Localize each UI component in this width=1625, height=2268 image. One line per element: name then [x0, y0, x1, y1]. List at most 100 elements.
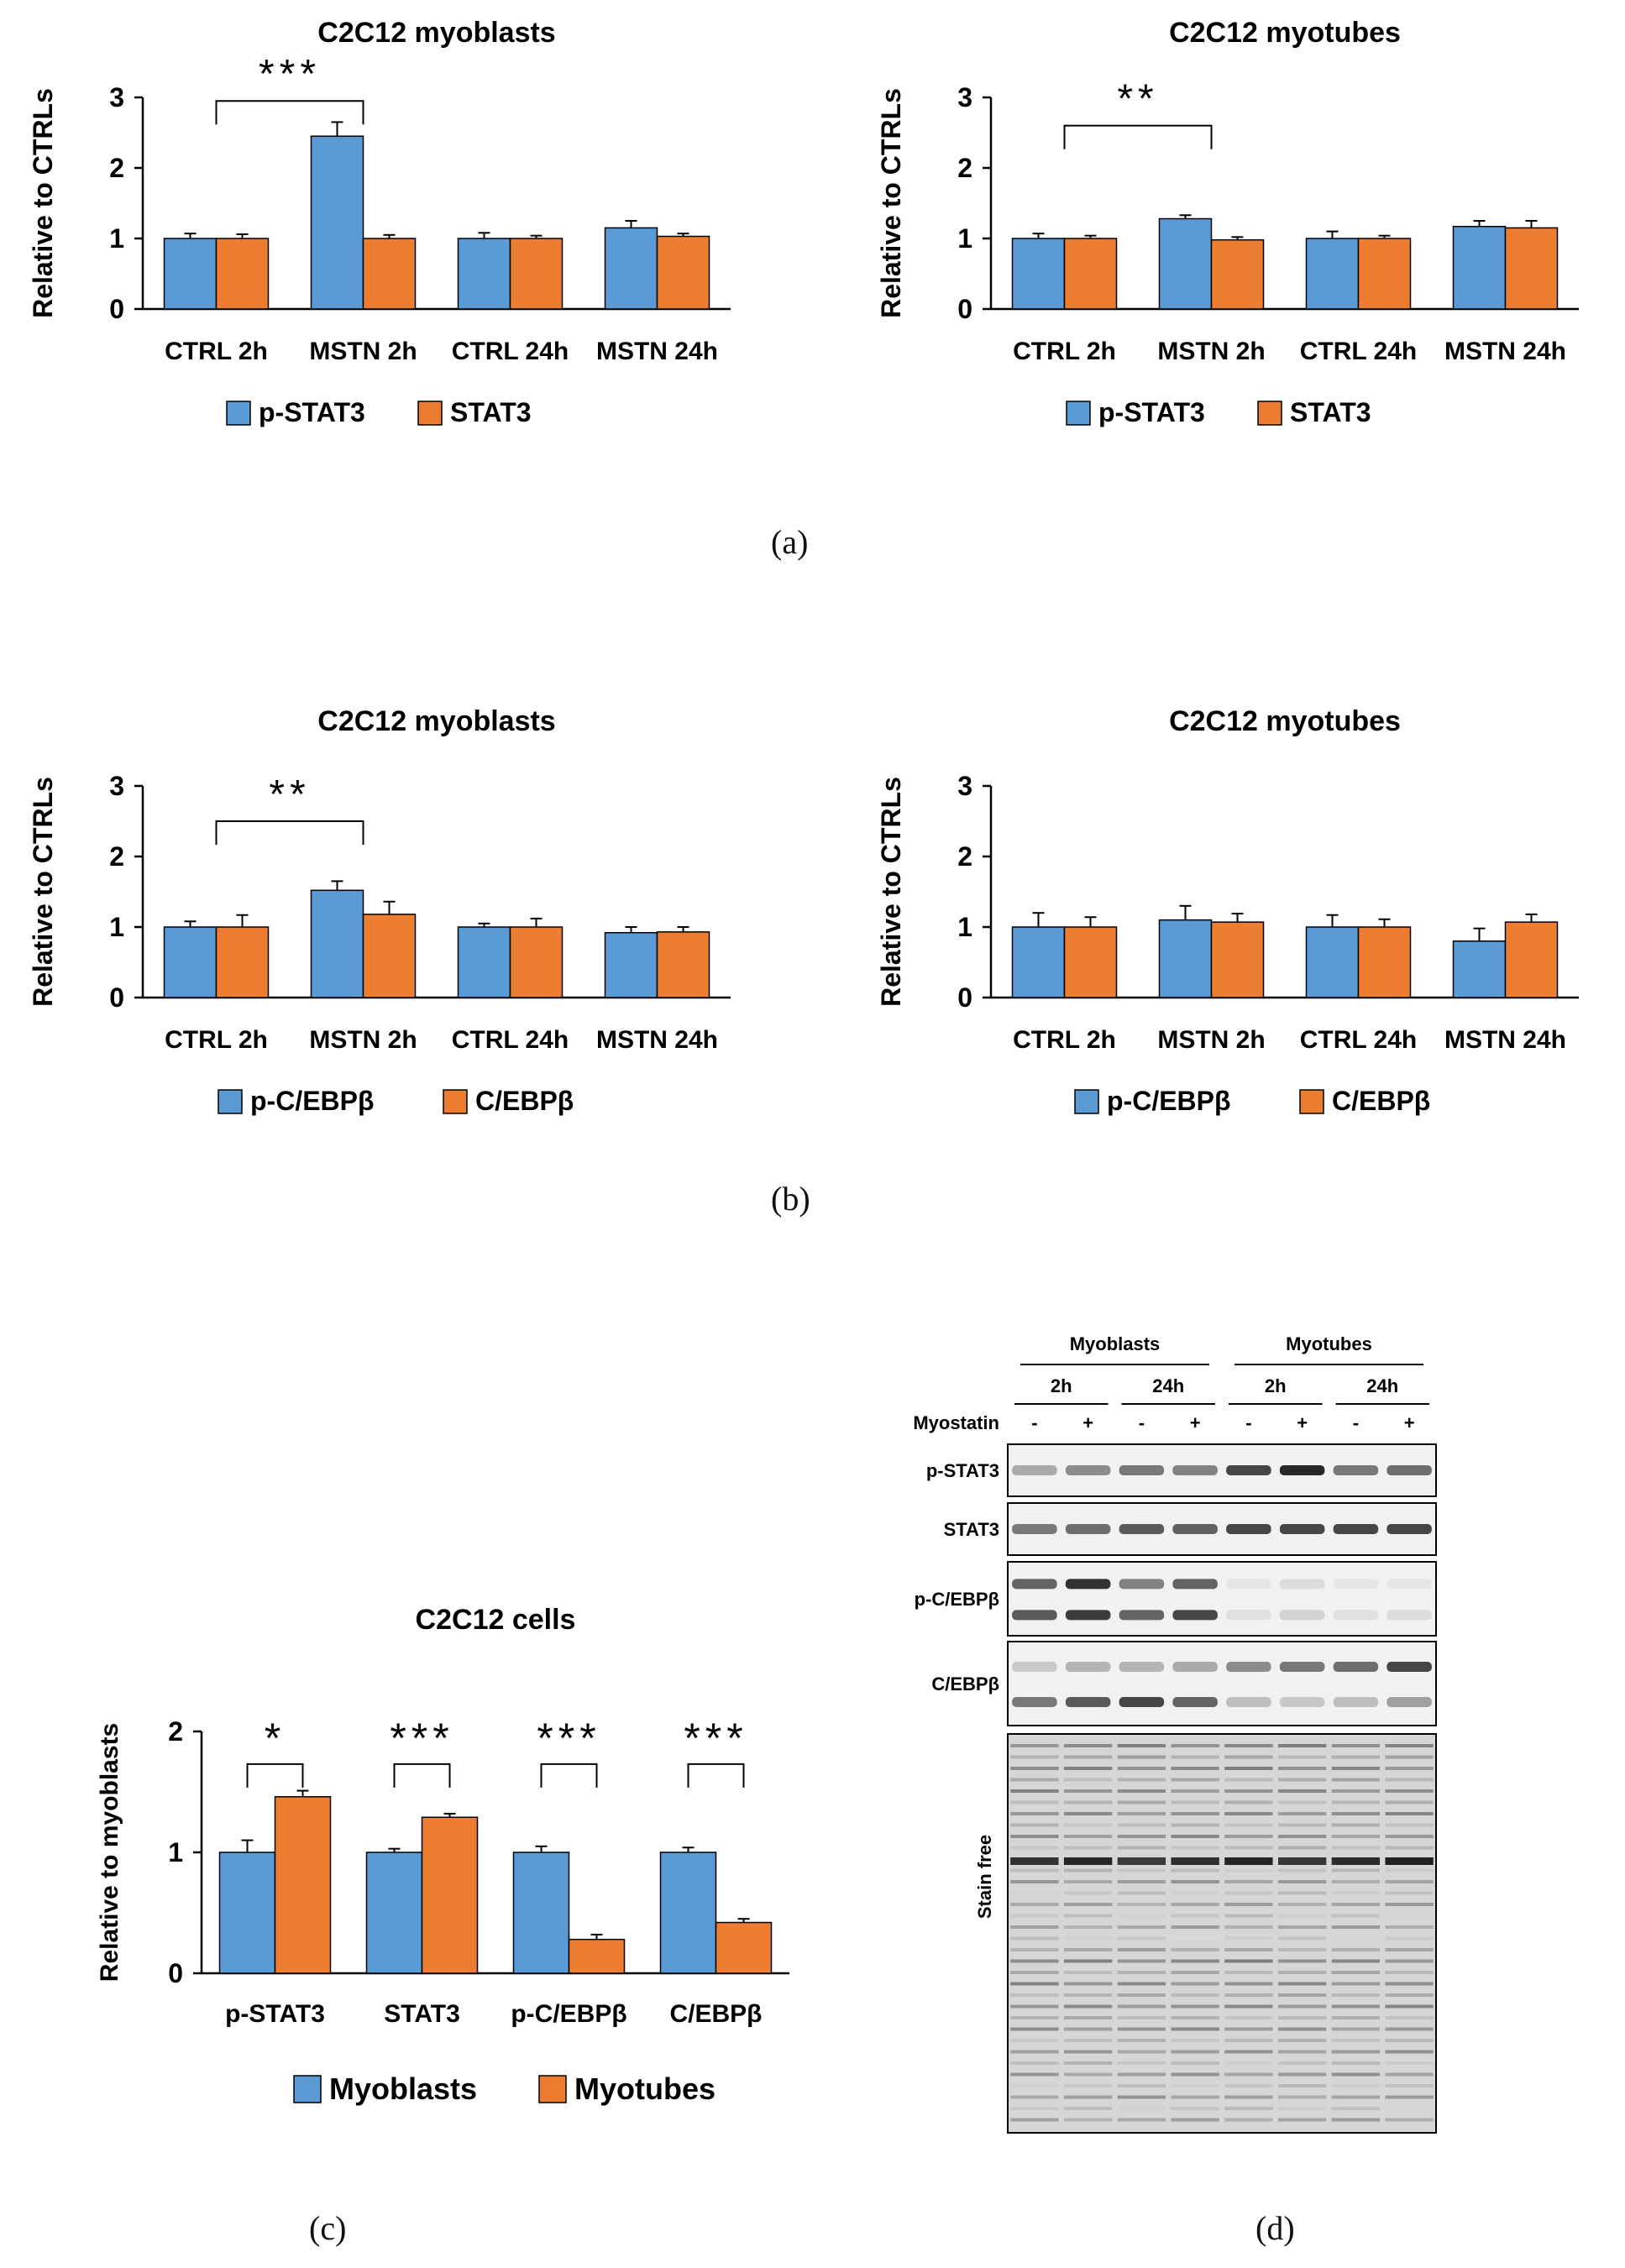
- stain-free-band: [1010, 2107, 1059, 2110]
- stain-free-band: [1117, 1857, 1166, 1865]
- blot-band: [1172, 1579, 1218, 1590]
- stain-free-band: [1331, 2050, 1381, 2054]
- x-tick-label: MSTN 2h: [1157, 1026, 1265, 1054]
- significance-bracket: [215, 100, 364, 125]
- stain-free-band: [1277, 1891, 1327, 1895]
- blot-band: [1065, 1465, 1111, 1475]
- stain-free-band: [1331, 1982, 1381, 1986]
- stain-free-band: [1224, 2027, 1273, 2031]
- blot-lane-sign: +: [1297, 1412, 1308, 1433]
- bar: [1011, 926, 1066, 998]
- chart-title: C2C12 cells: [416, 1604, 576, 1636]
- blot-band: [1279, 1579, 1325, 1590]
- stain-free-band: [1385, 1982, 1434, 1986]
- blot-band: [1119, 1610, 1165, 1621]
- stain-free-band: [1063, 1891, 1113, 1895]
- stain-free-band: [1117, 1812, 1166, 1815]
- stain-free-band: [1224, 1744, 1273, 1747]
- x-tick-label: MSTN 24h: [1444, 1026, 1566, 1054]
- blot-row-label: p-C/EBPβ: [915, 1589, 999, 1610]
- stain-free-band: [1117, 1993, 1166, 1997]
- blot-band: [1333, 1662, 1379, 1672]
- blot-band: [1172, 1662, 1218, 1672]
- y-tick-label: 1: [957, 912, 972, 942]
- stain-free-band: [1010, 1959, 1059, 1963]
- stain-free-band: [1171, 2027, 1219, 2031]
- legend-label: C/EBPβ: [1332, 1086, 1430, 1116]
- stain-free-band: [1063, 1948, 1113, 1951]
- blot-strip: [1007, 1561, 1437, 1637]
- stain-free-band: [1385, 1993, 1434, 1997]
- stain-free-band: [1063, 2061, 1113, 2065]
- stain-free-band: [1063, 1982, 1113, 1986]
- y-tick-label: 2: [957, 153, 972, 183]
- stain-free-band: [1224, 2095, 1273, 2099]
- stain-free-band: [1117, 1835, 1166, 1838]
- stain-free-band: [1277, 2084, 1327, 2087]
- stain-free-band: [1010, 1971, 1059, 1974]
- stain-free-band: [1171, 2050, 1219, 2054]
- stain-free-band: [1277, 1925, 1327, 1929]
- stain-free-band: [1277, 1948, 1327, 1951]
- stain-free-band: [1117, 1789, 1166, 1793]
- y-tick-label: 1: [957, 223, 972, 254]
- legend-label: p-C/EBPβ: [250, 1086, 375, 1116]
- stain-free-band: [1010, 1812, 1059, 1815]
- stain-free-band: [1224, 1971, 1273, 1974]
- x-tick-label: C/EBPβ: [670, 2000, 763, 2028]
- bar: [421, 1816, 479, 1974]
- stain-free-band: [1385, 2016, 1434, 2019]
- y-tick-label: 1: [109, 912, 124, 942]
- stain-free-band: [1171, 1880, 1219, 1883]
- blot-lane-sign: -: [1353, 1412, 1359, 1433]
- bar: [215, 926, 270, 998]
- stain-free-band: [1385, 1948, 1434, 1951]
- stain-free-band: [1117, 1823, 1166, 1827]
- stain-free-band: [1117, 2072, 1166, 2077]
- stain-free-band: [1063, 2107, 1113, 2110]
- blot-band: [1119, 1579, 1165, 1590]
- blot-band: [1333, 1610, 1379, 1621]
- stain-free-band: [1010, 2118, 1059, 2122]
- stain-free-band: [1063, 1812, 1113, 1815]
- chart-title: C2C12 myoblasts: [317, 705, 555, 737]
- stain-free-band: [1010, 1823, 1059, 1827]
- stain-free-band: [1171, 2072, 1219, 2077]
- stain-free-band: [1117, 2050, 1166, 2054]
- bar: [1504, 921, 1559, 998]
- x-tick-label: MSTN 2h: [1157, 338, 1265, 365]
- stain-free-band: [1385, 1767, 1434, 1770]
- y-tick-label: 0: [957, 294, 972, 324]
- stain-free-band: [1385, 1789, 1434, 1793]
- stain-free-band: [1331, 2072, 1381, 2077]
- stain-free-band: [1063, 2118, 1113, 2122]
- stain-free-band: [1331, 1778, 1381, 1782]
- stain-free-band: [1331, 1800, 1381, 1804]
- x-tick-label: MSTN 2h: [309, 1026, 417, 1054]
- stain-free-band: [1171, 1948, 1219, 1951]
- blot-lane-sign: +: [1082, 1412, 1093, 1433]
- blot-band: [1279, 1465, 1325, 1475]
- stain-free-band: [1277, 1846, 1327, 1850]
- bar: [509, 926, 564, 998]
- blot-lane-sign: -: [1245, 1412, 1251, 1433]
- stain-free-band: [1331, 2061, 1381, 2065]
- stain-free-band: [1331, 2039, 1381, 2042]
- stain-free-band: [1117, 2004, 1166, 2009]
- bar: [163, 926, 218, 998]
- stain-free-band: [1063, 1767, 1113, 1770]
- stain-free-band: [1385, 1857, 1434, 1865]
- bar: [1305, 238, 1360, 310]
- legend-swatch: [1066, 401, 1091, 426]
- bar: [362, 238, 417, 310]
- blot-band: [1065, 1697, 1111, 1707]
- legend-swatch: [1299, 1089, 1324, 1114]
- stain-free-band: [1385, 1755, 1434, 1759]
- stain-free-band: [1010, 2061, 1059, 2065]
- blot-band: [1119, 1465, 1165, 1475]
- stain-free-band: [1010, 1868, 1059, 1873]
- blot-row-label: Stain free: [974, 1835, 995, 1919]
- stain-free-band: [1224, 1823, 1273, 1827]
- blot-band: [1065, 1524, 1111, 1534]
- y-axis-label: Relative to CTRLs: [876, 777, 906, 1007]
